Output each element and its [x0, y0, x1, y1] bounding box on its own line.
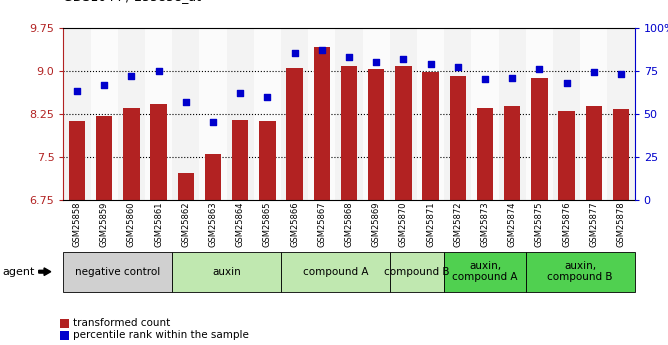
Bar — [395, 66, 411, 200]
Text: negative control: negative control — [75, 267, 160, 277]
Bar — [124, 108, 140, 200]
Bar — [259, 121, 276, 200]
Bar — [553, 28, 580, 200]
Point — [317, 47, 327, 53]
Text: auxin,
compound B: auxin, compound B — [548, 261, 613, 283]
Point — [371, 59, 381, 65]
Bar — [444, 28, 472, 200]
Bar — [281, 28, 308, 200]
Bar — [498, 28, 526, 200]
Point — [343, 54, 354, 60]
Text: transformed count: transformed count — [73, 318, 171, 327]
Bar — [226, 28, 254, 200]
Point — [589, 70, 599, 75]
Point — [208, 120, 218, 125]
Bar — [477, 108, 493, 200]
Bar — [363, 28, 390, 200]
Text: compound B: compound B — [384, 267, 450, 277]
Text: compound A: compound A — [303, 267, 368, 277]
Bar — [314, 47, 330, 200]
Bar — [145, 28, 172, 200]
Point — [398, 56, 409, 61]
Bar — [558, 111, 574, 200]
Point — [452, 65, 463, 70]
Bar — [531, 78, 548, 200]
Point — [616, 71, 627, 77]
Bar — [63, 28, 91, 200]
Point — [426, 61, 436, 67]
Bar — [390, 28, 417, 200]
Text: agent: agent — [2, 267, 34, 277]
Bar — [422, 72, 439, 200]
Bar — [232, 120, 248, 200]
Bar — [118, 28, 145, 200]
Bar — [91, 28, 118, 200]
Bar — [308, 28, 335, 200]
Bar — [205, 154, 221, 200]
Bar — [69, 121, 86, 200]
Bar — [335, 28, 363, 200]
Bar — [341, 66, 357, 200]
Point — [126, 73, 137, 79]
Point — [289, 51, 300, 56]
Point — [153, 68, 164, 73]
Bar — [586, 106, 602, 200]
Bar — [178, 173, 194, 200]
Bar — [287, 68, 303, 200]
Bar — [504, 106, 520, 200]
Point — [507, 75, 518, 80]
Text: auxin: auxin — [212, 267, 241, 277]
Bar — [580, 28, 607, 200]
Bar — [472, 28, 498, 200]
Point — [180, 99, 191, 105]
Bar — [417, 28, 444, 200]
Bar — [450, 77, 466, 200]
Point — [71, 89, 82, 94]
Bar — [254, 28, 281, 200]
Point — [480, 77, 490, 82]
Bar — [526, 28, 553, 200]
Bar — [172, 28, 200, 200]
Point — [262, 94, 273, 99]
Point — [235, 90, 246, 96]
Bar — [150, 104, 167, 200]
Point — [561, 80, 572, 86]
Bar — [607, 28, 635, 200]
Bar — [613, 109, 629, 200]
Bar — [368, 69, 384, 200]
Text: percentile rank within the sample: percentile rank within the sample — [73, 331, 249, 340]
Bar — [200, 28, 226, 200]
Text: GDS1044 / 255858_at: GDS1044 / 255858_at — [63, 0, 202, 3]
Point — [534, 66, 545, 72]
Text: auxin,
compound A: auxin, compound A — [452, 261, 518, 283]
Point — [99, 82, 110, 87]
Bar — [96, 116, 112, 200]
